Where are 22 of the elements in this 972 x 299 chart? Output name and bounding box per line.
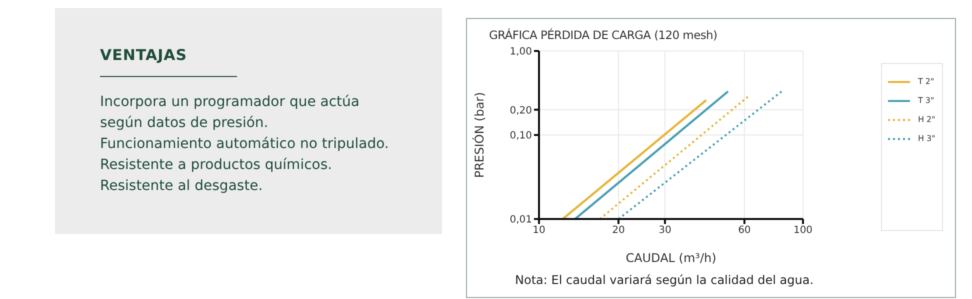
text: Incorpora un programador que actúa según datos de presión. — [100, 93, 360, 133]
y-tick-label: 1,00 — [510, 46, 532, 58]
text: Resistente al desgaste. — [100, 177, 264, 196]
x-tick-label: 30 — [658, 225, 672, 236]
x-tick-label: 10 — [532, 225, 546, 236]
legend-label: H 3" — [918, 134, 936, 143]
legend-label: H 2" — [918, 115, 936, 124]
y-tick-label: 0,10 — [510, 130, 532, 142]
y-axis-title: PRESIÓN (bar) — [471, 92, 486, 178]
x-tick-label: 60 — [738, 225, 751, 236]
legend-label: T 3" — [918, 96, 934, 105]
text: Resistente a productos químicos. — [100, 156, 334, 175]
x-tick-label: 100 — [793, 225, 813, 236]
y-tick-label: 0,20 — [510, 105, 532, 116]
chart-title: GRÁFICA PÉRDIDA DE CARGA (120 mesh) — [489, 28, 718, 42]
y-tick-label: 0,01 — [510, 214, 532, 226]
x-axis-title: CAUDAL (m³/h) — [626, 251, 716, 265]
text: Nota: El caudal variará según la calidad del agua. — [515, 273, 814, 287]
text: Funcionamiento automático no tripulado. — [100, 135, 390, 154]
text: VENTAJAS — [100, 46, 188, 64]
legend-label: T 2" — [918, 77, 934, 86]
x-tick-label: 20 — [612, 225, 625, 236]
